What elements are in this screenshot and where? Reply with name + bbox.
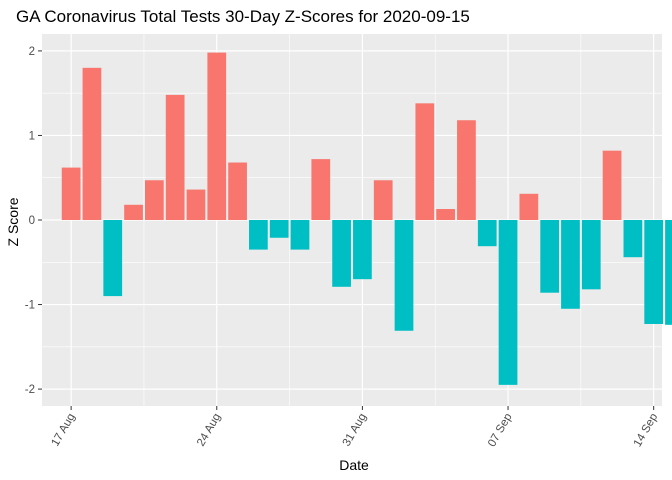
bar	[249, 220, 268, 250]
bar	[602, 150, 622, 220]
bar	[82, 67, 102, 221]
bar	[186, 189, 206, 220]
y-tick-label: 0	[29, 215, 35, 227]
bar	[353, 220, 372, 280]
x-tick-label: 14 Sep	[632, 412, 661, 450]
y-tick-label: 1	[29, 130, 35, 142]
bar	[207, 52, 227, 220]
bar	[457, 120, 476, 220]
bar	[290, 220, 310, 250]
bar	[623, 220, 643, 258]
bar	[103, 220, 123, 297]
y-tick-label: 2	[29, 46, 35, 58]
bar	[269, 220, 289, 238]
y-tick-label: -1	[25, 300, 35, 312]
x-tick-label: 07 Sep	[486, 412, 515, 450]
bar	[665, 220, 672, 325]
x-tick-label: 24 Aug	[195, 412, 223, 449]
y-tick-label: -2	[25, 384, 35, 396]
y-axis: -2 -1 0 1 2	[25, 46, 42, 396]
bar	[228, 162, 247, 220]
bar	[394, 220, 414, 331]
bar	[124, 204, 143, 220]
bar	[144, 180, 164, 220]
bar	[519, 193, 539, 220]
bar	[436, 209, 455, 220]
x-axis-title: Date	[339, 457, 369, 473]
bar	[644, 220, 664, 324]
bar	[311, 159, 331, 220]
bar	[581, 220, 601, 290]
bar	[61, 167, 81, 220]
x-axis: 17 Aug 24 Aug 31 Aug 07 Sep 14 Sep	[49, 406, 660, 449]
bar	[415, 103, 435, 220]
bar	[332, 220, 351, 287]
x-tick-label: 17 Aug	[49, 412, 77, 449]
y-axis-title: Z Score	[5, 197, 21, 246]
bar	[165, 94, 185, 220]
x-tick-label: 31 Aug	[341, 412, 369, 449]
bar	[540, 220, 560, 293]
bar	[477, 220, 497, 247]
bars	[61, 52, 672, 385]
bar	[561, 220, 580, 309]
bar	[498, 220, 518, 385]
chart-title: GA Coronavirus Total Tests 30-Day Z-Scor…	[16, 7, 470, 26]
bar	[373, 180, 393, 220]
